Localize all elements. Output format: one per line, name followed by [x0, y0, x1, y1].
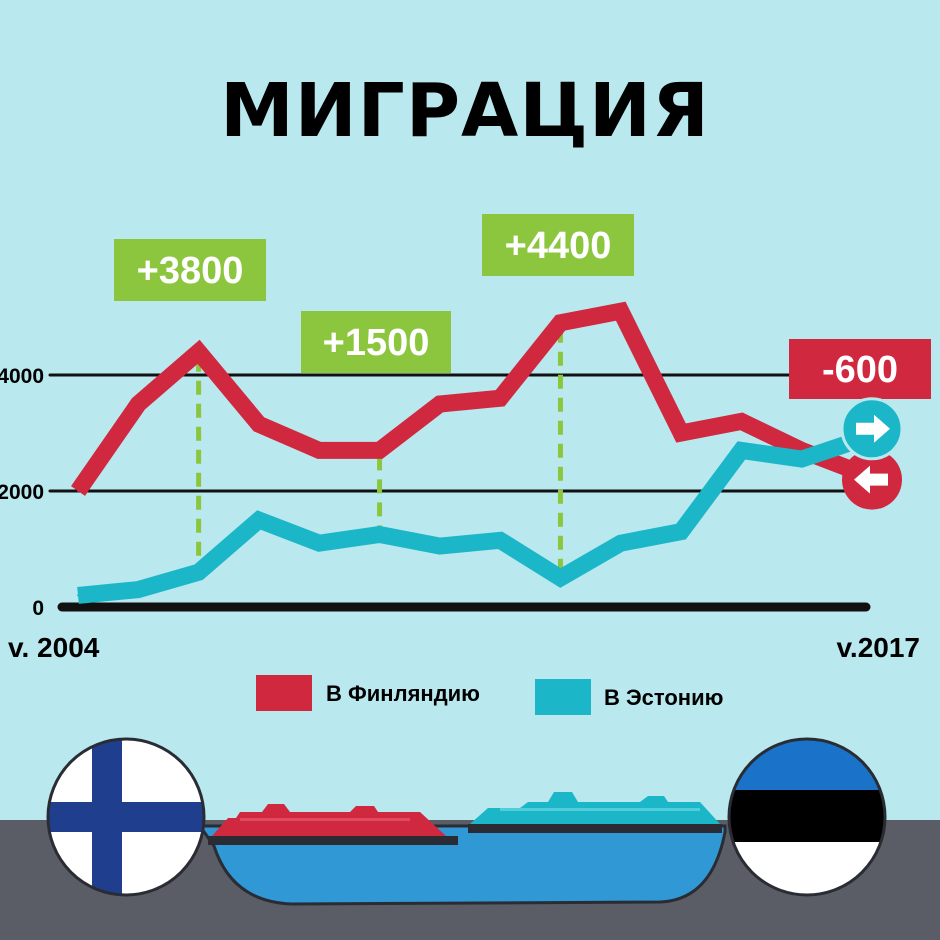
data-point-estonia	[680, 530, 683, 533]
annotation-badge-bg	[482, 214, 634, 276]
data-point-finland	[559, 321, 562, 324]
series-lines	[71, 301, 866, 604]
annotation-badge: -600	[789, 339, 931, 399]
grid-lines	[48, 373, 871, 612]
red-ferry-icon	[208, 804, 458, 845]
data-point-finland	[137, 403, 140, 405]
annotation-label: +4400	[505, 225, 612, 267]
annotation-label: -600	[822, 349, 898, 391]
data-point-estonia	[77, 594, 79, 597]
data-point-estonia	[619, 542, 622, 545]
data-point-finland	[378, 449, 381, 452]
annotation-label: +1500	[323, 322, 430, 364]
series-line-finland	[71, 301, 866, 496]
teal-ferry-icon	[468, 792, 722, 833]
data-point-finland	[740, 420, 743, 423]
legend-label-finland: В Финляндию	[326, 681, 480, 706]
data-point-estonia	[257, 519, 260, 521]
data-point-estonia	[137, 588, 140, 591]
data-point-estonia	[740, 449, 743, 452]
data-point-estonia	[499, 539, 502, 542]
series-line-estonia	[77, 430, 865, 604]
annotation-guides	[196, 328, 563, 574]
data-point-estonia	[438, 545, 441, 548]
data-point-estonia	[378, 533, 381, 536]
finland-flag-icon	[46, 737, 206, 897]
arrow-right-glyph	[856, 414, 890, 443]
end-markers	[840, 397, 904, 510]
y-tick-label: 0	[32, 597, 44, 620]
data-point-estonia	[318, 542, 321, 545]
data-point-finland	[77, 490, 79, 492]
y-axis-ticks: 0 2000 4000	[0, 365, 44, 620]
x-end-label: v.2017	[836, 632, 920, 663]
sea-illustration	[0, 737, 940, 940]
annotation-badge: +3800	[114, 239, 266, 301]
chart-title: МИГРАЦИЯ	[220, 68, 710, 154]
data-point-finland	[619, 310, 622, 313]
data-point-finland	[197, 350, 200, 353]
annotation-badge-bg	[301, 311, 451, 373]
legend-swatch-finland	[256, 675, 312, 711]
data-point-estonia	[800, 458, 803, 461]
y-tick-label: 4000	[0, 365, 44, 388]
data-point-finland	[499, 397, 502, 400]
arrow-right-icon	[840, 397, 904, 461]
annotation-badge-bg	[789, 339, 931, 399]
legend: В Финляндию В Эстонию	[256, 675, 723, 715]
data-point-finland	[318, 449, 321, 452]
data-point-estonia	[559, 577, 562, 579]
data-point-finland	[257, 423, 260, 426]
sea-basin	[197, 824, 727, 906]
x-start-label: v. 2004	[8, 632, 100, 663]
arrow-left-glyph	[854, 465, 888, 494]
annotation-label: +3800	[137, 250, 244, 292]
legend-label-estonia: В Эстонию	[604, 685, 723, 710]
annotation-badge: +4400	[482, 214, 634, 276]
annotation-badge-bg	[114, 239, 266, 301]
annotation-badges: +3800 +1500 +4400 -600	[114, 214, 931, 399]
legend-swatch-estonia	[535, 679, 591, 715]
data-point-estonia	[197, 571, 200, 574]
data-point-finland	[680, 432, 683, 434]
estonia-flag-icon	[727, 737, 887, 897]
annotation-badge: +1500	[301, 311, 451, 373]
arrow-left-icon	[842, 449, 902, 510]
data-point-finland	[438, 403, 441, 405]
y-tick-label: 2000	[0, 481, 44, 504]
